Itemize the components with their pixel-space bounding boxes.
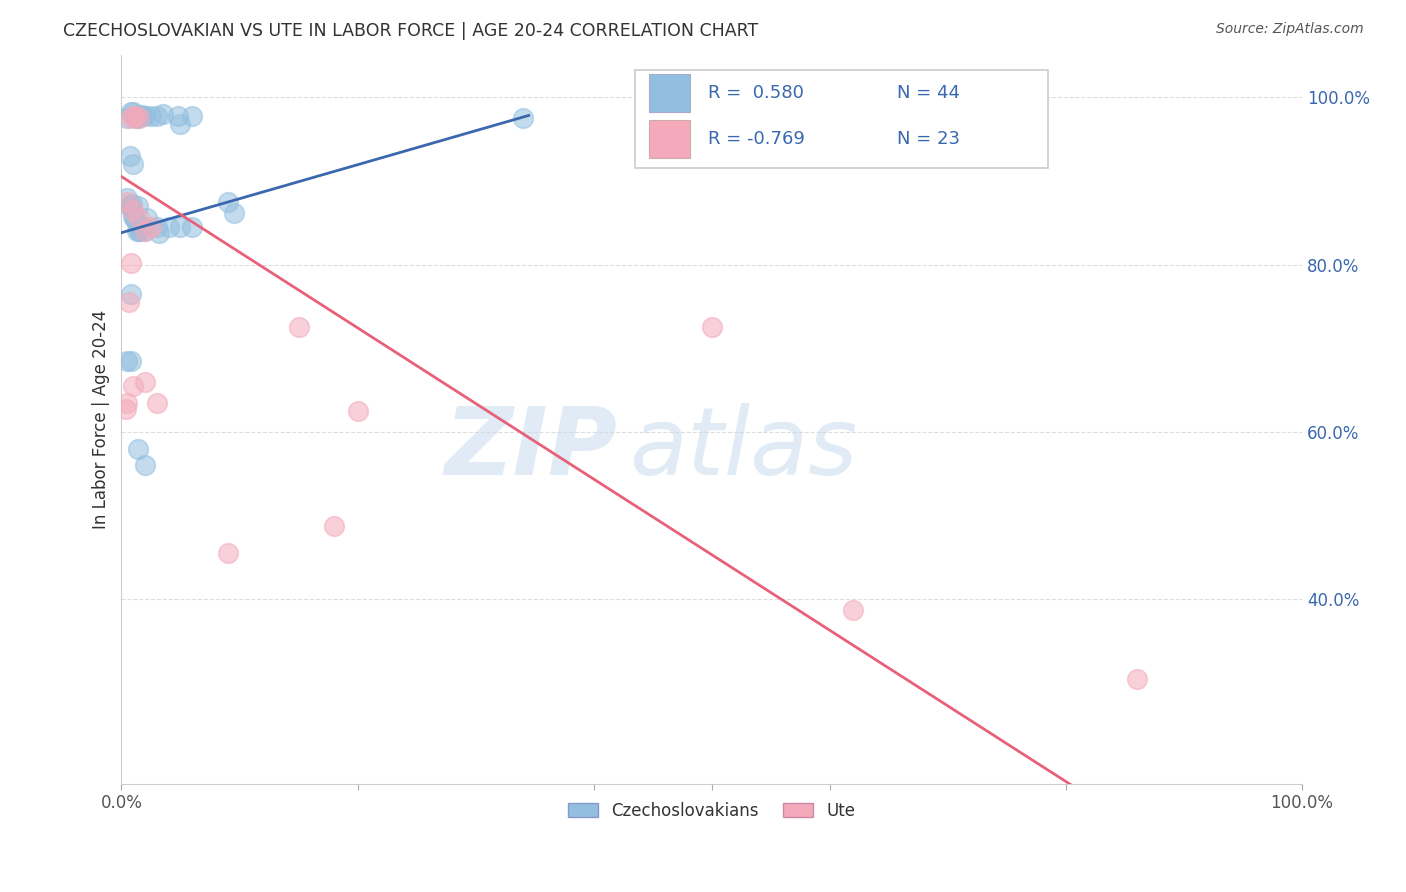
Point xyxy=(122,109,145,123)
Text: atlas: atlas xyxy=(628,403,858,494)
Point xyxy=(129,109,152,123)
Point xyxy=(134,224,156,238)
Point xyxy=(346,404,368,418)
Point xyxy=(139,219,162,234)
Point xyxy=(120,256,142,270)
Point xyxy=(217,194,239,209)
Text: R = -0.769: R = -0.769 xyxy=(709,130,806,148)
Point xyxy=(131,219,153,234)
Point xyxy=(169,117,191,131)
Point xyxy=(117,111,139,125)
Point xyxy=(217,546,239,560)
Point xyxy=(117,295,139,310)
Point xyxy=(128,211,150,226)
Point xyxy=(122,209,145,223)
Point xyxy=(146,395,169,409)
Point xyxy=(512,111,534,125)
Point xyxy=(148,226,170,240)
Point xyxy=(127,199,149,213)
Text: Source: ZipAtlas.com: Source: ZipAtlas.com xyxy=(1216,22,1364,37)
Point xyxy=(131,219,153,234)
Point xyxy=(157,219,180,234)
Text: ZIP: ZIP xyxy=(444,402,617,494)
Point xyxy=(125,111,148,125)
Point xyxy=(122,379,145,393)
Point xyxy=(181,109,204,123)
Point xyxy=(134,375,156,389)
Point xyxy=(131,108,153,122)
Point xyxy=(122,203,145,218)
Point xyxy=(122,105,145,120)
Point xyxy=(134,224,156,238)
Text: R =  0.580: R = 0.580 xyxy=(709,84,804,102)
Point xyxy=(700,320,723,334)
Point xyxy=(125,224,148,238)
Point xyxy=(118,148,141,162)
Bar xyxy=(650,120,690,158)
Point xyxy=(117,395,139,409)
Point xyxy=(181,219,204,234)
Point xyxy=(146,109,169,123)
Point xyxy=(323,518,346,533)
Point xyxy=(134,458,156,473)
Point xyxy=(120,354,142,368)
FancyBboxPatch shape xyxy=(636,70,1049,168)
Point xyxy=(128,111,150,125)
Point xyxy=(117,194,139,209)
Point xyxy=(124,214,146,228)
Point xyxy=(169,219,191,234)
Point xyxy=(167,109,190,123)
Point xyxy=(120,111,142,125)
Point xyxy=(120,201,142,215)
Point xyxy=(120,105,142,120)
Point xyxy=(146,219,169,234)
Point xyxy=(222,205,245,219)
Point xyxy=(120,286,142,301)
Point xyxy=(129,224,152,238)
Point xyxy=(124,111,146,125)
Point xyxy=(139,109,162,123)
Point xyxy=(118,199,141,213)
Point xyxy=(117,354,139,368)
Point xyxy=(121,197,143,211)
Point xyxy=(127,442,149,456)
Point xyxy=(124,109,146,123)
Legend: Czechoslovakians, Ute: Czechoslovakians, Ute xyxy=(561,795,862,826)
Point xyxy=(152,107,174,121)
Y-axis label: In Labor Force | Age 20-24: In Labor Force | Age 20-24 xyxy=(93,310,110,529)
Text: CZECHOSLOVAKIAN VS UTE IN LABOR FORCE | AGE 20-24 CORRELATION CHART: CZECHOSLOVAKIAN VS UTE IN LABOR FORCE | … xyxy=(63,22,758,40)
Point xyxy=(115,401,138,416)
Point xyxy=(842,602,865,616)
Point xyxy=(117,190,139,204)
Point xyxy=(136,211,159,226)
Point xyxy=(128,224,150,238)
Point xyxy=(134,109,156,123)
Point xyxy=(287,320,309,334)
Text: N = 44: N = 44 xyxy=(897,84,960,102)
Bar xyxy=(650,74,690,112)
Point xyxy=(1126,672,1149,686)
Text: N = 23: N = 23 xyxy=(897,130,960,148)
Point xyxy=(124,211,146,226)
Point xyxy=(122,157,145,171)
